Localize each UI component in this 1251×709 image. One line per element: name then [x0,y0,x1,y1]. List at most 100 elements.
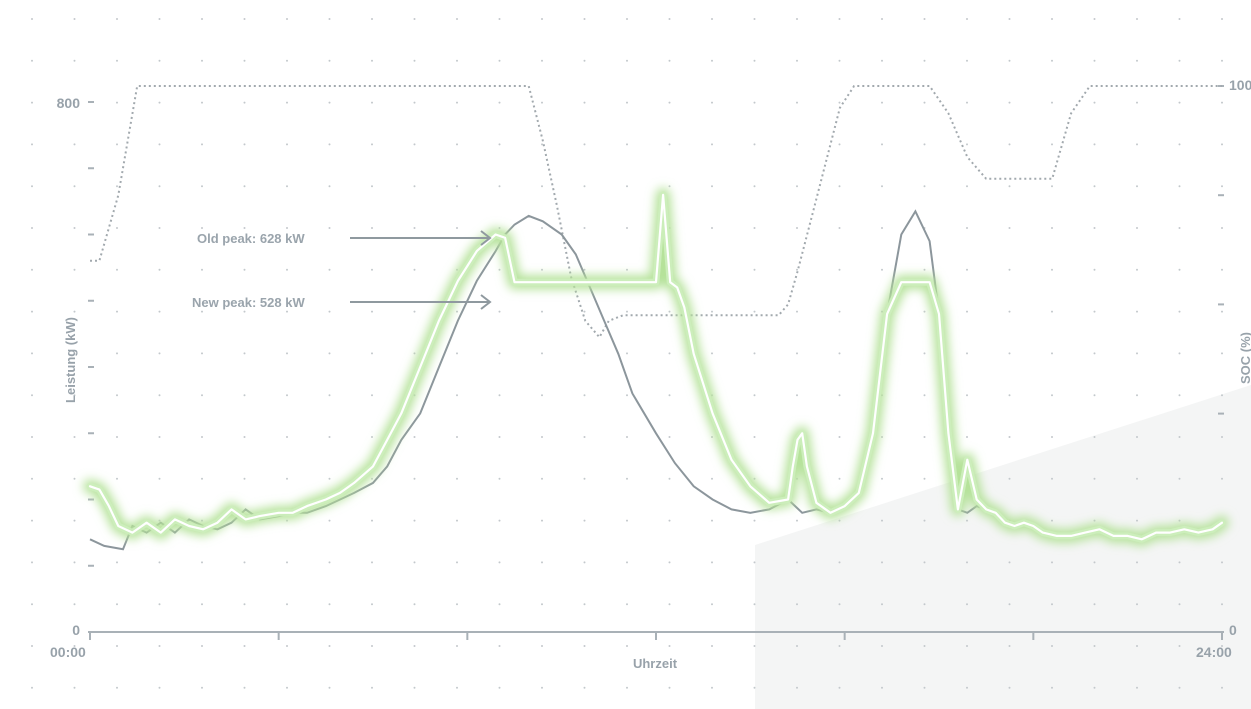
grid-dot [328,185,331,188]
grid-dot [328,436,331,438]
grid-dot [711,645,713,647]
grid-dot [1178,59,1181,62]
grid-dot [1051,561,1053,564]
grid-dot [158,268,161,271]
grid-dot [966,18,968,20]
grid-dot [31,603,33,606]
grid-dot [711,352,713,355]
grid-dot [1051,143,1053,146]
grid-dot [1136,18,1138,20]
grid-dot [583,686,586,689]
grid-dot [966,268,968,271]
grid-dot [328,101,331,104]
grid-dot [116,143,118,146]
grid-dot [456,519,458,522]
grid-dot [923,310,926,313]
new-peak-arrowhead [480,294,492,310]
grid-dot [583,645,586,647]
grid-dot [1221,352,1223,355]
grid-dot [116,645,118,647]
grid-dot [456,227,458,229]
grid-dot [541,227,543,229]
grid-dot [498,310,501,313]
grid-dot [923,59,926,62]
grid-dot [796,185,798,188]
grid-dot [328,227,331,229]
grid-dot [923,686,926,689]
grid-dot [838,561,841,564]
grid-dot [711,18,713,20]
grid-dot [286,268,288,271]
grid-dot [583,185,586,188]
grid-dot [498,645,501,647]
grid-dot [73,561,76,564]
grid-dot [498,603,501,606]
grid-dot [1136,686,1138,689]
new-peak-label: New peak: 528 kW [192,295,305,310]
grid-dot [668,519,671,522]
grid-dot [286,645,288,647]
y-axis-ticks [88,101,94,633]
grid-dot [286,477,288,480]
grid-dot [31,561,33,564]
grid-dot [1221,645,1223,647]
grid-dot [838,686,841,689]
grid-dot [753,561,756,564]
grid-dot [1221,394,1223,397]
grid-dot [456,645,458,647]
grid-dot [201,143,203,146]
grid-dot [413,227,416,229]
grid-dot [796,352,798,355]
grid-dot [413,268,416,271]
grid-dot [456,394,458,397]
grid-dot [1008,268,1011,271]
y2-axis-title: SOC (%) [1238,332,1251,384]
grid-dot [796,394,798,397]
grid-dot [31,59,33,62]
grid-dot [243,101,246,104]
grid-dot [158,185,161,188]
grid-dot [1051,394,1053,397]
grid-dot [583,394,586,397]
grid-dot [796,18,798,20]
grid-dot [1178,519,1181,522]
old-peak-arrowhead [480,230,492,246]
grid-dot [116,18,118,20]
grid-dot [1093,436,1096,438]
grid-dot [243,268,246,271]
grid-dot [158,645,161,647]
grid-dot [201,268,203,271]
grid-dot [753,352,756,355]
grid-dot [328,18,331,20]
grid-dot [1051,686,1053,689]
grid-dot [201,645,203,647]
grid-dot [31,436,33,438]
grid-dot [1008,143,1011,146]
grid-dot [838,603,841,606]
grid-dot [541,18,543,20]
grid-dot [626,645,628,647]
grid-dot [1051,519,1053,522]
grid-dot [753,268,756,271]
grid-dot [668,310,671,313]
grid-dot [328,394,331,397]
grid-dot [158,310,161,313]
grid-dot [626,18,628,20]
grid-dot [1051,477,1053,480]
grid-dot [201,18,203,20]
grid-dot [73,603,76,606]
grid-dot [201,101,203,104]
grid-dot [1093,101,1096,104]
grid-dot [286,18,288,20]
grid-dot [456,352,458,355]
grid-dot [328,268,331,271]
grid-dot [1178,18,1181,20]
grid-dot [371,394,373,397]
grid-dot [243,603,246,606]
grid-dot [371,352,373,355]
grid-dot [626,101,628,104]
grid-dot [1136,185,1138,188]
grid-dot [838,227,841,229]
grid-dot [1136,519,1138,522]
grid-dot [1051,603,1053,606]
